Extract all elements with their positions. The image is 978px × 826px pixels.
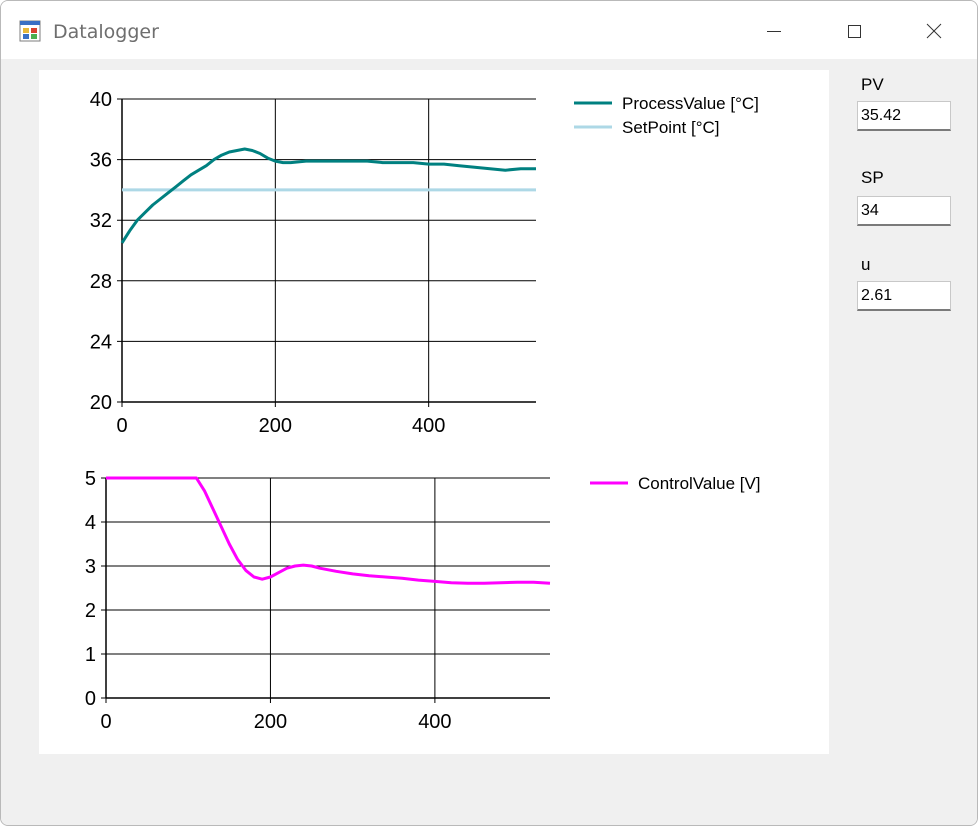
maximize-icon: [848, 25, 861, 38]
chart1-y-tick-label: 28: [90, 271, 112, 293]
window-title: Datalogger: [53, 21, 159, 43]
chart2-y-tick-label: 3: [85, 556, 96, 578]
minimize-icon: [767, 31, 781, 32]
chart1-y-tick-label: 20: [90, 392, 112, 414]
chart2-x-tick-label: 200: [254, 711, 287, 733]
chart1-y-tick-label: 32: [90, 210, 112, 232]
chart2-y-tick-label: 0: [85, 688, 96, 710]
minimize-button[interactable]: [735, 1, 815, 59]
chart2-y-tick-label: 2: [85, 600, 96, 622]
chart2-series-line-1: [106, 476, 551, 585]
close-icon: [926, 23, 942, 39]
chart-panel: 20 24 28 32 36 40 0 200 400 ProcessValue [°C] SetP…: [39, 70, 829, 754]
chart2-y-tick-label: 1: [85, 644, 96, 666]
u-field[interactable]: 2.61: [857, 281, 951, 311]
chart1-y-tick-label: 40: [90, 89, 112, 111]
chart1-y-tick-label: 24: [90, 331, 112, 353]
chart2-y-tick-label: 4: [85, 512, 96, 534]
app-form-icon: [19, 20, 41, 42]
title-bar[interactable]: Datalogger: [1, 1, 977, 59]
chart1-x-tick-label: 400: [412, 415, 445, 437]
chart1-series-line-1: [120, 147, 536, 244]
chart1-legend-label: ProcessValue [°C]: [622, 94, 759, 113]
chart2-y-tick-label: 5: [85, 468, 96, 490]
chart1-y-tick-label: 36: [90, 150, 112, 172]
chart2-x-tick-label: 400: [418, 711, 451, 733]
chart1-legend-label: SetPoint [°C]: [622, 118, 720, 137]
maximize-button[interactable]: [815, 1, 895, 59]
chart1-x-tick-label: 200: [259, 415, 292, 437]
chart1-x-tick-label: 0: [116, 415, 127, 437]
u-label: u: [861, 255, 871, 274]
pv-field[interactable]: 35.42: [857, 101, 951, 131]
close-button[interactable]: [895, 1, 975, 59]
chart2-legend-label: ControlValue [V]: [638, 474, 761, 493]
sp-label: SP: [861, 168, 884, 187]
chart2-x-tick-label: 0: [100, 711, 111, 733]
pv-label: PV: [861, 75, 884, 94]
sp-field[interactable]: 34: [857, 196, 951, 226]
